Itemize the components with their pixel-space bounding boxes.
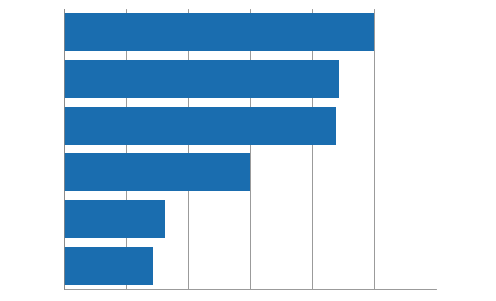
Bar [64, 107, 335, 145]
Bar [64, 247, 153, 285]
Bar [64, 200, 166, 238]
Bar [64, 153, 250, 191]
Bar [64, 13, 374, 51]
Bar [64, 60, 339, 98]
